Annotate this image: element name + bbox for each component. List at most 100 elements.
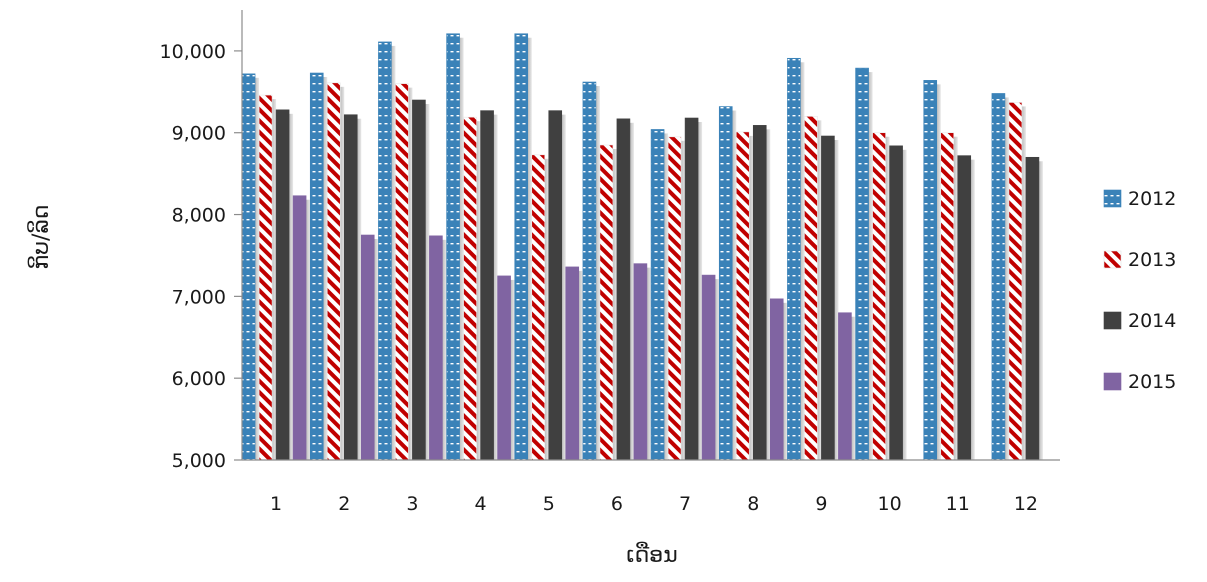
- bar-shadow: [800, 62, 805, 460]
- bar-2012-6: [582, 81, 597, 461]
- x-tick-label: 10: [877, 493, 901, 515]
- bar-2012-9: [787, 57, 801, 461]
- bar-shadow: [391, 45, 396, 461]
- bar-shadow: [749, 135, 754, 460]
- bar-2014-3: [412, 99, 426, 461]
- bar-2013-12: [1008, 102, 1023, 461]
- bar-shadow: [493, 114, 498, 461]
- x-axis-ticks: 1 2 3 4 5 6 7 8 9 10 11 12: [270, 493, 1038, 515]
- bar-2015-9: [838, 312, 852, 461]
- x-axis-label: ເດືອນ: [626, 542, 677, 568]
- x-tick-label: 5: [543, 493, 555, 515]
- bar-2012-4: [446, 33, 460, 461]
- bar-2014-12: [1025, 156, 1040, 461]
- bar-2014-9: [821, 135, 835, 461]
- bar-shadow: [970, 159, 975, 461]
- y-tick-label: 6,000: [172, 368, 226, 390]
- bar-shadow: [306, 199, 311, 460]
- bar-shadow: [783, 302, 788, 460]
- bar-2014-8: [752, 125, 767, 461]
- bar-shadow: [953, 136, 958, 460]
- y-tick-label: 10,000: [160, 41, 226, 63]
- x-tick-label: 12: [1014, 493, 1038, 515]
- x-tick-label: 6: [611, 493, 623, 515]
- x-tick-label: 2: [338, 493, 350, 515]
- bar-2012-11: [923, 80, 938, 461]
- x-tick-label: 7: [679, 493, 691, 515]
- x-tick-label: 4: [475, 493, 487, 515]
- bar-2015-2: [360, 234, 375, 461]
- bar-2015-5: [565, 266, 580, 461]
- y-tick-label: 8,000: [172, 205, 226, 227]
- bar-shadow: [834, 140, 839, 460]
- bar-shadow: [289, 113, 294, 461]
- bar-shadow: [1004, 97, 1009, 461]
- bar-2014-5: [548, 110, 563, 461]
- bar-2014-11: [957, 155, 972, 461]
- x-tick-label: 9: [815, 493, 827, 515]
- bars: [241, 33, 1040, 461]
- bar-2013-9: [804, 116, 818, 461]
- bar-2013-3: [395, 83, 409, 461]
- bar-shadow: [629, 122, 634, 461]
- bar-shadow: [595, 86, 600, 460]
- y-axis-label: ກິບ/ລິດ: [28, 205, 54, 270]
- bar-shadow: [323, 77, 328, 460]
- x-tick-label: 11: [946, 493, 970, 515]
- bar-shadow: [408, 87, 413, 461]
- bar-shadow: [1038, 161, 1043, 461]
- legend-label-2012: 2012: [1128, 188, 1176, 210]
- y-tick-label: 9,000: [172, 123, 226, 145]
- bar-shadow: [851, 316, 856, 460]
- bar-2012-2: [309, 72, 324, 461]
- bar-shadow: [561, 114, 566, 461]
- bar-shadow: [715, 279, 720, 460]
- bar-2012-10: [855, 67, 869, 461]
- legend-label-2014: 2014: [1128, 310, 1176, 332]
- bar-shadow: [340, 86, 345, 461]
- bar-shadow: [255, 77, 260, 461]
- y-tick-label: 5,000: [172, 450, 226, 472]
- bar-2014-10: [889, 145, 903, 461]
- bar-shadow: [936, 84, 941, 460]
- bar-shadow: [766, 129, 771, 460]
- bar-2014-2: [343, 114, 358, 461]
- bar-shadow: [357, 118, 362, 461]
- bar-2014-4: [480, 110, 494, 461]
- bar-shadow: [425, 104, 430, 460]
- bar-shadow: [476, 121, 481, 460]
- legend-swatch-2012: [1103, 189, 1122, 208]
- bar-shadow: [442, 239, 447, 460]
- bar-2012-3: [378, 41, 392, 461]
- bar-2015-1: [292, 195, 307, 461]
- y-tick-label: 7,000: [172, 286, 226, 308]
- bar-shadow: [510, 279, 515, 460]
- bar-2015-7: [701, 274, 716, 461]
- legend: 2012 2013 2014 2015: [1103, 188, 1176, 393]
- bar-2012-12: [991, 93, 1006, 461]
- bar-2012-5: [514, 33, 529, 461]
- bar-2014-7: [684, 117, 699, 461]
- bar-shadow: [272, 99, 277, 460]
- legend-swatch-2013: [1103, 250, 1122, 269]
- legend-label-2015: 2015: [1128, 371, 1176, 393]
- bar-2013-8: [735, 131, 750, 461]
- bar-shadow: [817, 120, 822, 460]
- x-tick-label: 1: [270, 493, 282, 515]
- bar-2012-8: [718, 106, 733, 461]
- bar-2013-10: [872, 132, 886, 461]
- bar-2013-1: [258, 94, 273, 461]
- bar-2013-2: [326, 82, 341, 461]
- x-tick-label: 8: [747, 493, 759, 515]
- x-tick-label: 3: [406, 493, 418, 515]
- legend-label-2013: 2013: [1128, 249, 1176, 271]
- bar-2014-6: [616, 118, 631, 461]
- bar-shadow: [459, 37, 464, 461]
- bar-shadow: [681, 140, 686, 460]
- bar-2012-1: [241, 73, 256, 461]
- bar-shadow: [1021, 106, 1026, 461]
- bar-shadow: [902, 149, 907, 460]
- y-axis-ticks: 5,000 6,000 7,000 8,000 9,000 10,000: [160, 41, 242, 472]
